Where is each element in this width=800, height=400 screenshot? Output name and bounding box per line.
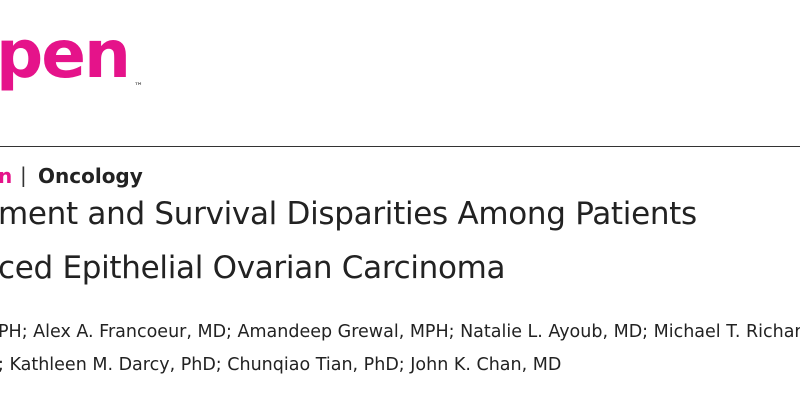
section: n	[0, 164, 13, 188]
category: Oncology	[38, 164, 143, 188]
divider	[0, 146, 800, 147]
author-line: ; Kathleen M. Darcy, PhD; Chunqiao Tian,…	[0, 355, 562, 375]
title-line: ment and Survival Disparities Among Pati…	[0, 196, 697, 232]
separator: |	[20, 163, 27, 187]
title-line: ced Epithelial Ovarian Carcinoma	[0, 250, 506, 286]
trademark: ™	[134, 82, 143, 92]
author-line: PH; Alex A. Francoeur, MD; Amandeep Grew…	[0, 322, 800, 342]
logo: pen	[0, 16, 131, 93]
